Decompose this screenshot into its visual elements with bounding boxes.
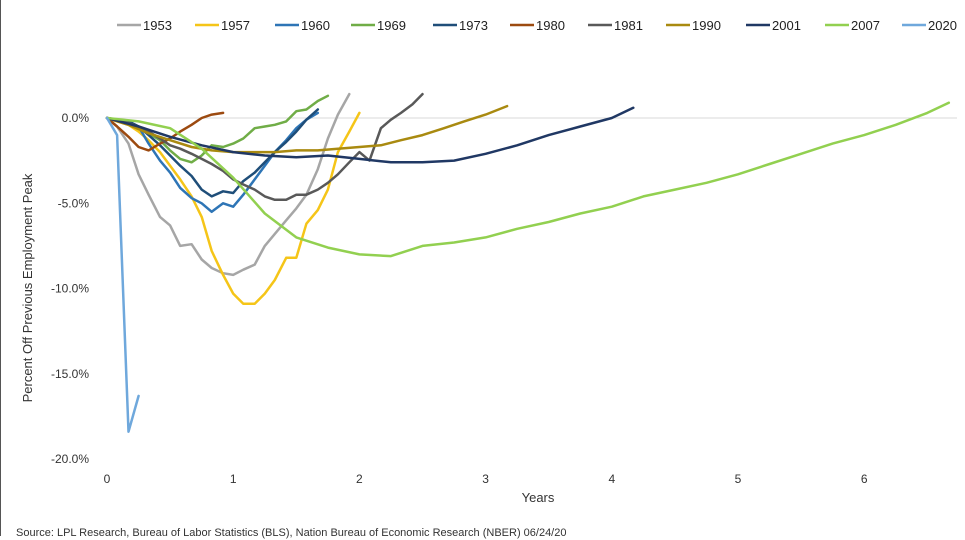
y-tick-label: -5.0% xyxy=(58,196,90,210)
x-tick-label: 1 xyxy=(230,472,237,486)
y-tick-label: 0.0% xyxy=(62,111,90,125)
x-tick-label: 6 xyxy=(861,472,868,486)
y-tick-label: -10.0% xyxy=(51,282,89,296)
legend-label-1960: 1960 xyxy=(301,18,330,33)
y-axis-title: Percent Off Previous Employment Peak xyxy=(20,173,35,402)
x-tick-label: 2 xyxy=(356,472,363,486)
legend-label-2007: 2007 xyxy=(851,18,880,33)
legend-label-1969: 1969 xyxy=(377,18,406,33)
x-tick-label: 4 xyxy=(608,472,615,486)
legend-label-1990: 1990 xyxy=(692,18,721,33)
x-tick-label: 3 xyxy=(482,472,489,486)
x-tick-label: 0 xyxy=(104,472,111,486)
x-tick-label: 5 xyxy=(735,472,742,486)
legend-label-1953: 1953 xyxy=(143,18,172,33)
legend-label-1980: 1980 xyxy=(536,18,565,33)
legend-label-1957: 1957 xyxy=(221,18,250,33)
series-line-1990 xyxy=(105,104,509,154)
y-tick-label: -20.0% xyxy=(51,452,89,466)
source-note: Source: LPL Research, Bureau of Labor St… xyxy=(16,527,567,539)
x-axis-title: Years xyxy=(522,490,555,505)
legend-label-2001: 2001 xyxy=(772,18,801,33)
legend-label-2020: 2020 xyxy=(928,18,957,33)
series-line-2007 xyxy=(105,101,951,258)
series-line-2001 xyxy=(105,106,635,164)
legend-label-1973: 1973 xyxy=(459,18,488,33)
y-tick-label: -15.0% xyxy=(51,367,89,381)
series-line-2020 xyxy=(105,116,140,433)
series-line-1953 xyxy=(105,92,351,277)
legend-label-1981: 1981 xyxy=(614,18,643,33)
series-line-1957 xyxy=(105,111,361,306)
